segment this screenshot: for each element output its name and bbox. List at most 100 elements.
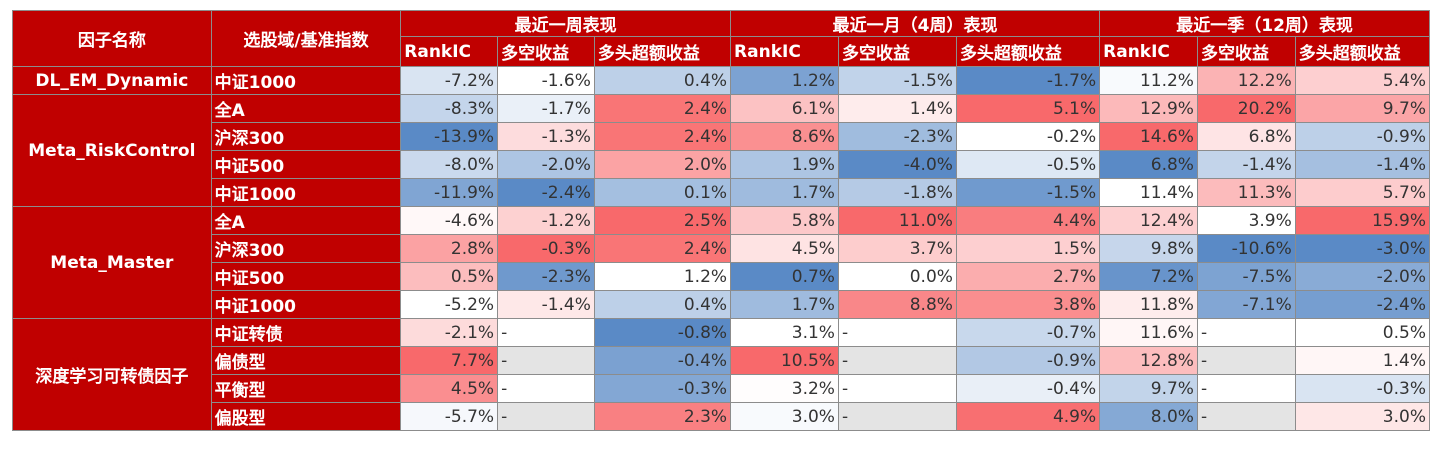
value-cell: -1.2% (497, 206, 595, 235)
metric-header: RankIC (400, 36, 499, 67)
value-cell: 10.5% (730, 346, 839, 375)
value-cell: -0.3% (1294, 374, 1431, 403)
value-cell: -5.2% (400, 290, 499, 319)
value-cell: -0.8% (593, 318, 732, 347)
value-cell: 12.2% (1196, 66, 1296, 95)
factor-name-header: 因子名称 (12, 10, 212, 67)
value-cell: 9.7% (1099, 374, 1198, 403)
value-cell: -10.6% (1196, 234, 1296, 263)
empty-value-cell: - (837, 346, 957, 375)
period-header-quarter: 最近一季（12周）表现 (1099, 10, 1430, 37)
empty-value-cell: - (1196, 402, 1296, 431)
value-cell: 3.2% (730, 374, 839, 403)
metric-header: 多空收益 (1196, 36, 1296, 67)
empty-value-cell: - (497, 318, 595, 347)
value-cell: -7.1% (1196, 290, 1296, 319)
value-cell: 4.5% (400, 374, 499, 403)
empty-value-cell: - (497, 374, 595, 403)
universe-cell: 偏股型 (210, 402, 402, 431)
universe-cell: 沪深300 (210, 122, 402, 151)
value-cell: 5.1% (955, 94, 1101, 123)
universe-cell: 平衡型 (210, 374, 402, 403)
universe-cell: 全A (210, 94, 402, 123)
value-cell: 12.9% (1099, 94, 1198, 123)
value-cell: -0.4% (593, 346, 732, 375)
value-cell: 2.8% (400, 234, 499, 263)
value-cell: 3.0% (730, 402, 839, 431)
value-cell: 5.7% (1294, 178, 1431, 207)
table-row: 中证500 -8.0% -2.0% 2.0% 1.9% -4.0% -0.5% 6.8% -1.… (13, 150, 1431, 179)
value-cell: 1.4% (837, 94, 957, 123)
table-row: 沪深300 -13.9% -1.3% 2.4% 8.6% -2.3% -0.2% 14.6% 6… (13, 122, 1431, 151)
value-cell: -0.9% (1294, 122, 1431, 151)
value-cell: -5.7% (400, 402, 499, 431)
value-cell: -0.3% (593, 374, 732, 403)
value-cell: 2.7% (955, 262, 1101, 291)
period-header-month: 最近一月（4周）表现 (730, 10, 1101, 37)
value-cell: -1.5% (955, 178, 1101, 207)
table-row: 深度学习可转债因子 中证转债 -2.1% - -0.8% 3.1% - -0.7% 11.6% -… (12, 318, 1431, 431)
value-cell: -4.6% (400, 206, 499, 235)
value-cell: -1.6% (497, 66, 595, 95)
empty-value-cell: - (837, 402, 957, 431)
value-cell: 12.8% (1099, 346, 1198, 375)
factor-name-cell: 深度学习可转债因子 (12, 318, 212, 431)
factor-name-cell: DL_EM_Dynamic (12, 66, 212, 95)
table-row: 中证500 0.5% -2.3% 1.2% 0.7% 0.0% 2.7% 7.2% -7.5% -… (13, 262, 1431, 291)
value-cell: 8.6% (730, 122, 839, 151)
value-cell: 0.4% (593, 290, 732, 319)
value-cell: 2.0% (593, 150, 732, 179)
value-cell: 15.9% (1294, 206, 1431, 235)
empty-value-cell: - (837, 318, 957, 347)
value-cell: 0.0% (837, 262, 957, 291)
value-cell: 2.4% (593, 94, 732, 123)
factor-performance-table: 因子名称 选股域/基准指数 最近一周表现 最近一月（4周）表现 最近一季（12周… (12, 10, 1431, 431)
value-cell: 2.3% (593, 402, 732, 431)
value-cell: 8.8% (837, 290, 957, 319)
value-cell: 7.7% (400, 346, 499, 375)
universe-cell: 中证1000 (210, 178, 402, 207)
value-cell: -2.0% (1294, 262, 1431, 291)
table-row: DL_EM_Dynamic 中证1000 -7.2% -1.6% 0.4% 1.2% -1.… (12, 66, 1431, 95)
value-cell: -0.2% (955, 122, 1101, 151)
value-cell: -7.2% (400, 66, 499, 95)
value-cell: -1.3% (497, 122, 595, 151)
value-cell: 0.1% (593, 178, 732, 207)
value-cell: -4.0% (837, 150, 957, 179)
value-cell: -0.5% (955, 150, 1101, 179)
metric-header: 多头超额收益 (593, 36, 732, 67)
universe-cell: 中证1000 (210, 290, 402, 319)
value-cell: -11.9% (400, 178, 499, 207)
table-row: 中证1000 -11.9% -2.4% 0.1% 1.7% -1.8% -1.5% 11.4%… (13, 178, 1431, 207)
empty-value-cell: - (1196, 374, 1296, 403)
value-cell: 11.4% (1099, 178, 1198, 207)
value-cell: 3.7% (837, 234, 957, 263)
value-cell: 1.2% (593, 262, 732, 291)
value-cell: 6.1% (730, 94, 839, 123)
value-cell: 12.4% (1099, 206, 1198, 235)
value-cell: -1.4% (1294, 150, 1431, 179)
value-cell: 4.4% (955, 206, 1101, 235)
value-cell: 2.5% (593, 206, 732, 235)
value-cell: -2.3% (497, 262, 595, 291)
table-row: Meta_Master 全A -4.6% -1.2% 2.5% 5.8% 11.0% 4.4%… (12, 206, 1431, 319)
value-cell: -0.4% (955, 374, 1101, 403)
value-cell: 9.8% (1099, 234, 1198, 263)
value-cell: 11.0% (837, 206, 957, 235)
value-cell: 4.5% (730, 234, 839, 263)
value-cell: 6.8% (1099, 150, 1198, 179)
value-cell: -0.3% (497, 234, 595, 263)
table-row: 偏债型 7.7% - -0.4% 10.5% - -0.9% 12.8% -1.4% (13, 346, 1431, 375)
value-cell: -1.4% (497, 290, 595, 319)
value-cell: 1.7% (730, 178, 839, 207)
value-cell: 2.4% (593, 234, 732, 263)
value-cell: -1.7% (497, 94, 595, 123)
value-cell: 6.8% (1196, 122, 1296, 151)
period-header-week: 最近一周表现 (400, 10, 732, 37)
table-row: 沪深300 2.8% -0.3% 2.4% 4.5% 3.7% 1.5% 9.8% -10.6%… (13, 234, 1431, 263)
value-cell: -8.3% (400, 94, 499, 123)
value-cell: 3.8% (955, 290, 1101, 319)
value-cell: -1.8% (837, 178, 957, 207)
table-row: 中证1000 -5.2% -1.4% 0.4% 1.7% 8.8% 3.8% 11.8% -7.… (13, 290, 1431, 319)
value-cell: -2.3% (837, 122, 957, 151)
